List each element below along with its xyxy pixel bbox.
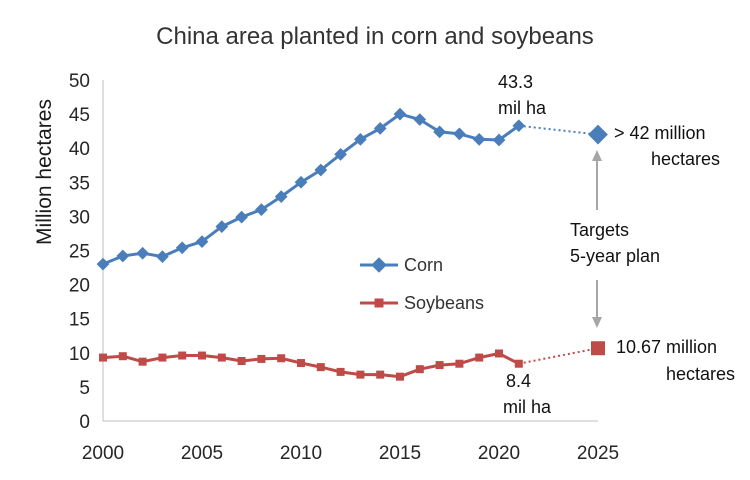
legend-corn-label: Corn [404,255,443,275]
y-tick-label-10: 10 [69,344,90,365]
point-corn-2009 [274,190,288,203]
corn-target-label-line2: hectares [651,149,720,169]
x-tick-label-2010: 2010 [280,443,322,464]
soy-2021-annotation-value: 8.4 [506,371,531,391]
series-line-corn [102,112,520,266]
y-axis-label: Million hectares [33,99,56,245]
x-tick-label-2000: 2000 [82,443,124,464]
x-tick-labels: 2000 2005 2010 2015 2020 2025 [82,443,619,464]
legend-soybeans-marker [374,298,384,308]
point-corn-2018 [453,127,466,141]
point-corn-2008 [255,203,268,216]
y-tick-labels: 0 5 10 15 20 25 30 35 40 45 50 [69,71,90,433]
point-soybeans-2015 [396,372,404,381]
y-tick-label-40: 40 [69,139,90,160]
series-soybeans [99,341,605,381]
point-corn-2000 [96,257,110,271]
series-corn [96,107,608,271]
point-corn-2006 [215,220,229,233]
point-corn-2017 [433,125,446,139]
soy-2021-annotation-unit: mil ha [503,397,552,417]
x-tick-label-2005: 2005 [181,443,223,464]
annotations: 43.3 mil ha 8.4 mil ha > 42 million hect… [498,72,735,417]
y-tick-label-50: 50 [69,71,90,92]
plot-area [96,107,608,381]
y-tick-label-20: 20 [69,276,90,297]
point-soybeans-2000 [99,353,107,362]
x-tick-label-2015: 2015 [379,443,421,464]
point-soybeans-2007 [237,356,246,365]
legend: Corn Soybeans [360,255,484,313]
point-soybeans-2012 [336,367,345,376]
y-tick-label-45: 45 [69,105,90,126]
point-soybeans-2008 [257,354,266,363]
point-soybeans-2016 [415,365,424,374]
point-corn-2005 [195,235,209,248]
point-soybeans-2019 [475,353,484,362]
point-corn-2015 [393,107,407,121]
point-corn-2016 [413,113,427,126]
point-soybeans-2014 [376,370,385,379]
soy-target-label-line1: 10.67 million [616,337,717,357]
point-corn-2002 [136,246,149,260]
point-corn-2020 [492,133,506,147]
point-soybeans-2002 [138,357,147,366]
point-soybeans-2021 [514,359,523,368]
plan-annotation-line1: Targets [570,220,629,240]
point-corn-2012 [334,147,347,161]
x-tick-label-2025: 2025 [577,443,619,464]
point-soybeans-2006 [217,353,226,362]
point-soybeans-2004 [178,351,187,360]
y-tick-label-5: 5 [79,378,90,399]
point-soybeans-2009 [277,354,286,363]
point-soybeans-2010 [297,359,305,368]
point-soybeans-2001 [118,352,127,361]
y-tick-label-35: 35 [69,173,90,194]
point-soybeans-2020 [495,349,503,358]
point-corn-2004 [175,241,189,255]
point-corn-2019 [472,132,486,146]
series-line-soybeans [102,352,520,379]
legend-corn-marker [371,257,387,273]
point-corn-2013 [354,132,367,146]
chart-title: China area planted in corn and soybeans [156,23,594,50]
point-corn-2001 [116,249,130,263]
point-soybeans-2018 [455,359,464,368]
corn-2021-annotation-value: 43.3 [498,72,533,92]
point-corn-2007 [235,210,248,224]
point-corn-2003 [156,250,169,264]
corn-target-label-line1: > 42 million [614,123,706,143]
plan-arrow-down-head [592,317,602,328]
point-soybeans-2005 [198,351,206,360]
target-marker-corn [588,124,608,145]
point-corn-2011 [314,163,328,177]
target-marker-soybeans [591,341,605,356]
point-soybeans-2013 [356,370,365,379]
axes [102,80,598,422]
point-corn-2014 [373,122,387,135]
target-line-soybeans [518,347,599,365]
point-corn-2010 [294,175,308,189]
y-tick-label-30: 30 [69,207,90,228]
target-line-corn [518,124,599,136]
point-soybeans-2003 [158,353,167,362]
legend-soybeans-label: Soybeans [404,293,484,313]
y-tick-label-25: 25 [69,242,90,263]
point-soybeans-2011 [316,363,325,372]
soy-target-label-line2: hectares [666,364,735,384]
y-tick-label-0: 0 [79,412,90,433]
point-soybeans-2017 [435,361,444,370]
plan-arrow-up-head [592,150,602,161]
plan-annotation-line2: 5-year plan [570,246,660,266]
corn-2021-annotation-unit: mil ha [498,98,547,118]
y-tick-label-15: 15 [69,310,90,331]
x-tick-label-2020: 2020 [478,443,520,464]
